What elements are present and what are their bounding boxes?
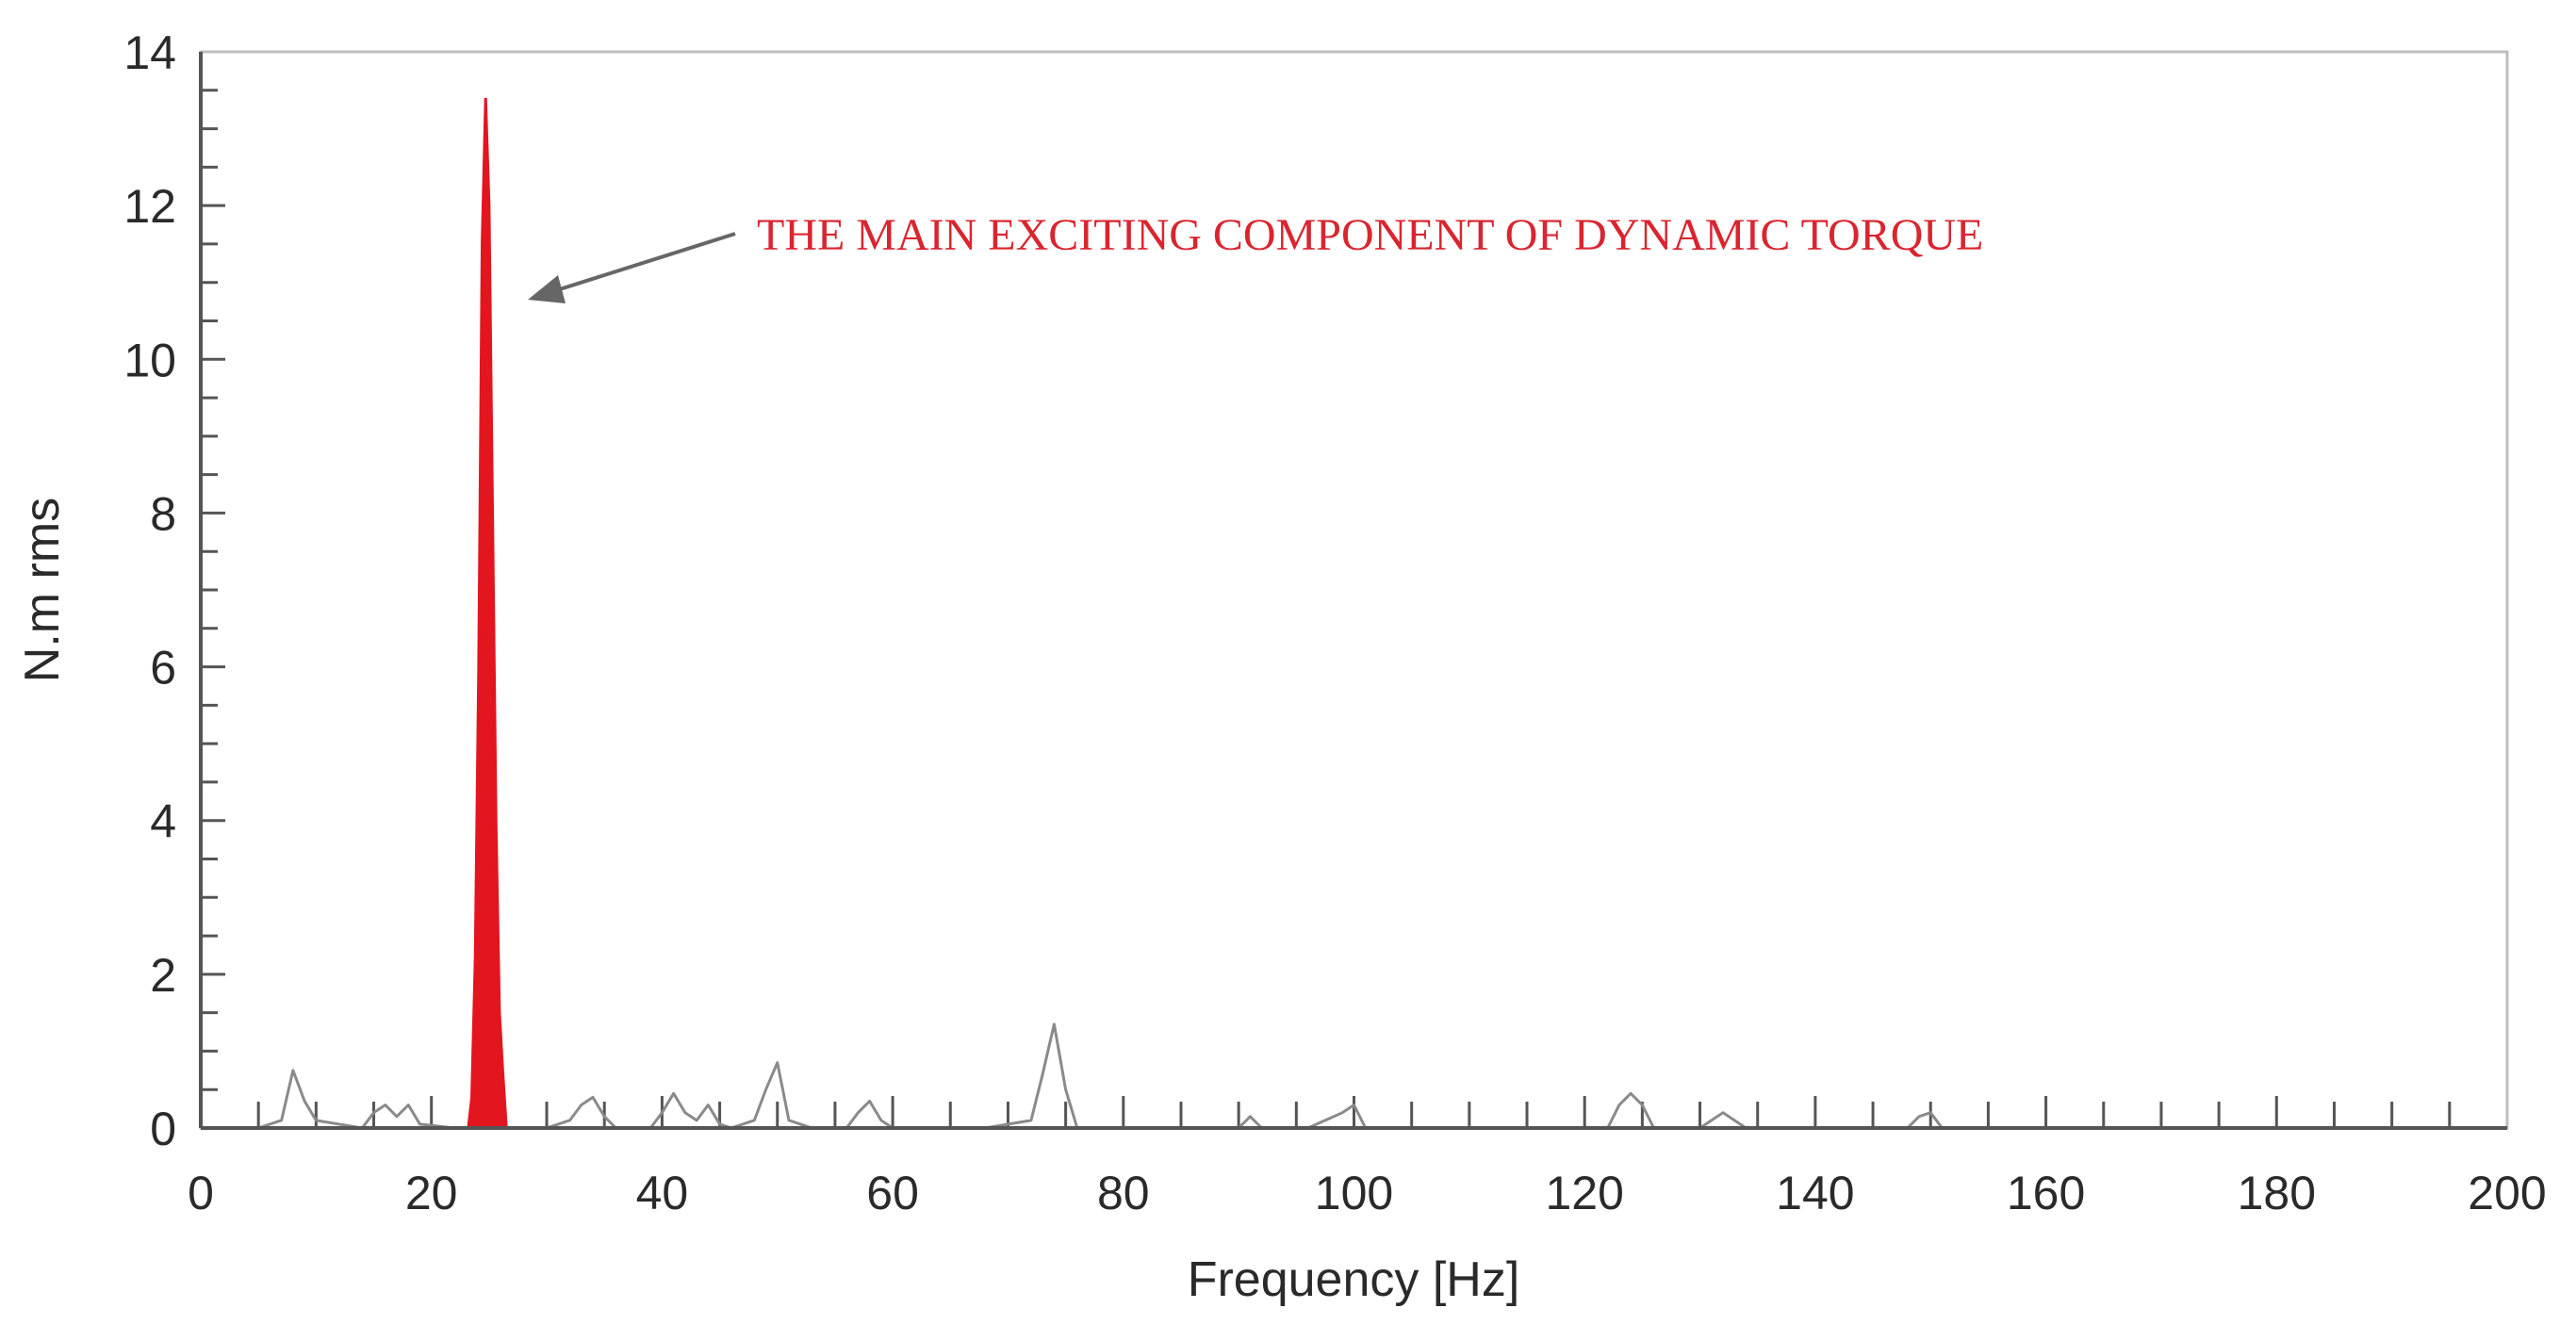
y-tick-label: 6 (150, 642, 176, 695)
y-tick-labels: 0 2 4 6 8 10 12 14 (123, 26, 176, 1155)
x-tick-label: 160 (2007, 1167, 2085, 1219)
x-tick-label: 100 (1315, 1167, 1393, 1219)
axis-ticks (201, 89, 2452, 1128)
x-tick-label: 140 (1776, 1167, 1854, 1219)
x-tick-label: 120 (1545, 1167, 1623, 1219)
y-tick-label: 8 (150, 487, 176, 540)
annotation-label: THE MAIN EXCITING COMPONENT OF DYNAMIC T… (757, 210, 1983, 260)
x-axis-title: Frequency [Hz] (1188, 1252, 1520, 1307)
x-tick-label: 0 (188, 1167, 214, 1219)
main-peak (467, 97, 508, 1130)
annotation-arrow (528, 232, 736, 303)
x-tick-label: 40 (636, 1167, 689, 1219)
x-tick-labels: 0 20 40 60 80 100 120 140 160 180 200 (188, 1167, 2547, 1219)
y-tick-label: 0 (150, 1103, 176, 1155)
y-axis-title: N.m rms (15, 498, 70, 682)
x-tick-label: 80 (1097, 1167, 1150, 1219)
y-tick-label: 10 (123, 334, 176, 386)
y-tick-label: 4 (150, 795, 176, 848)
x-tick-label: 180 (2238, 1167, 2316, 1219)
y-tick-label: 14 (123, 26, 176, 79)
x-tick-label: 20 (405, 1167, 458, 1219)
y-tick-label: 2 (150, 949, 176, 1002)
y-tick-label: 12 (123, 180, 176, 233)
x-tick-label: 60 (866, 1167, 919, 1219)
x-tick-label: 200 (2468, 1167, 2546, 1219)
